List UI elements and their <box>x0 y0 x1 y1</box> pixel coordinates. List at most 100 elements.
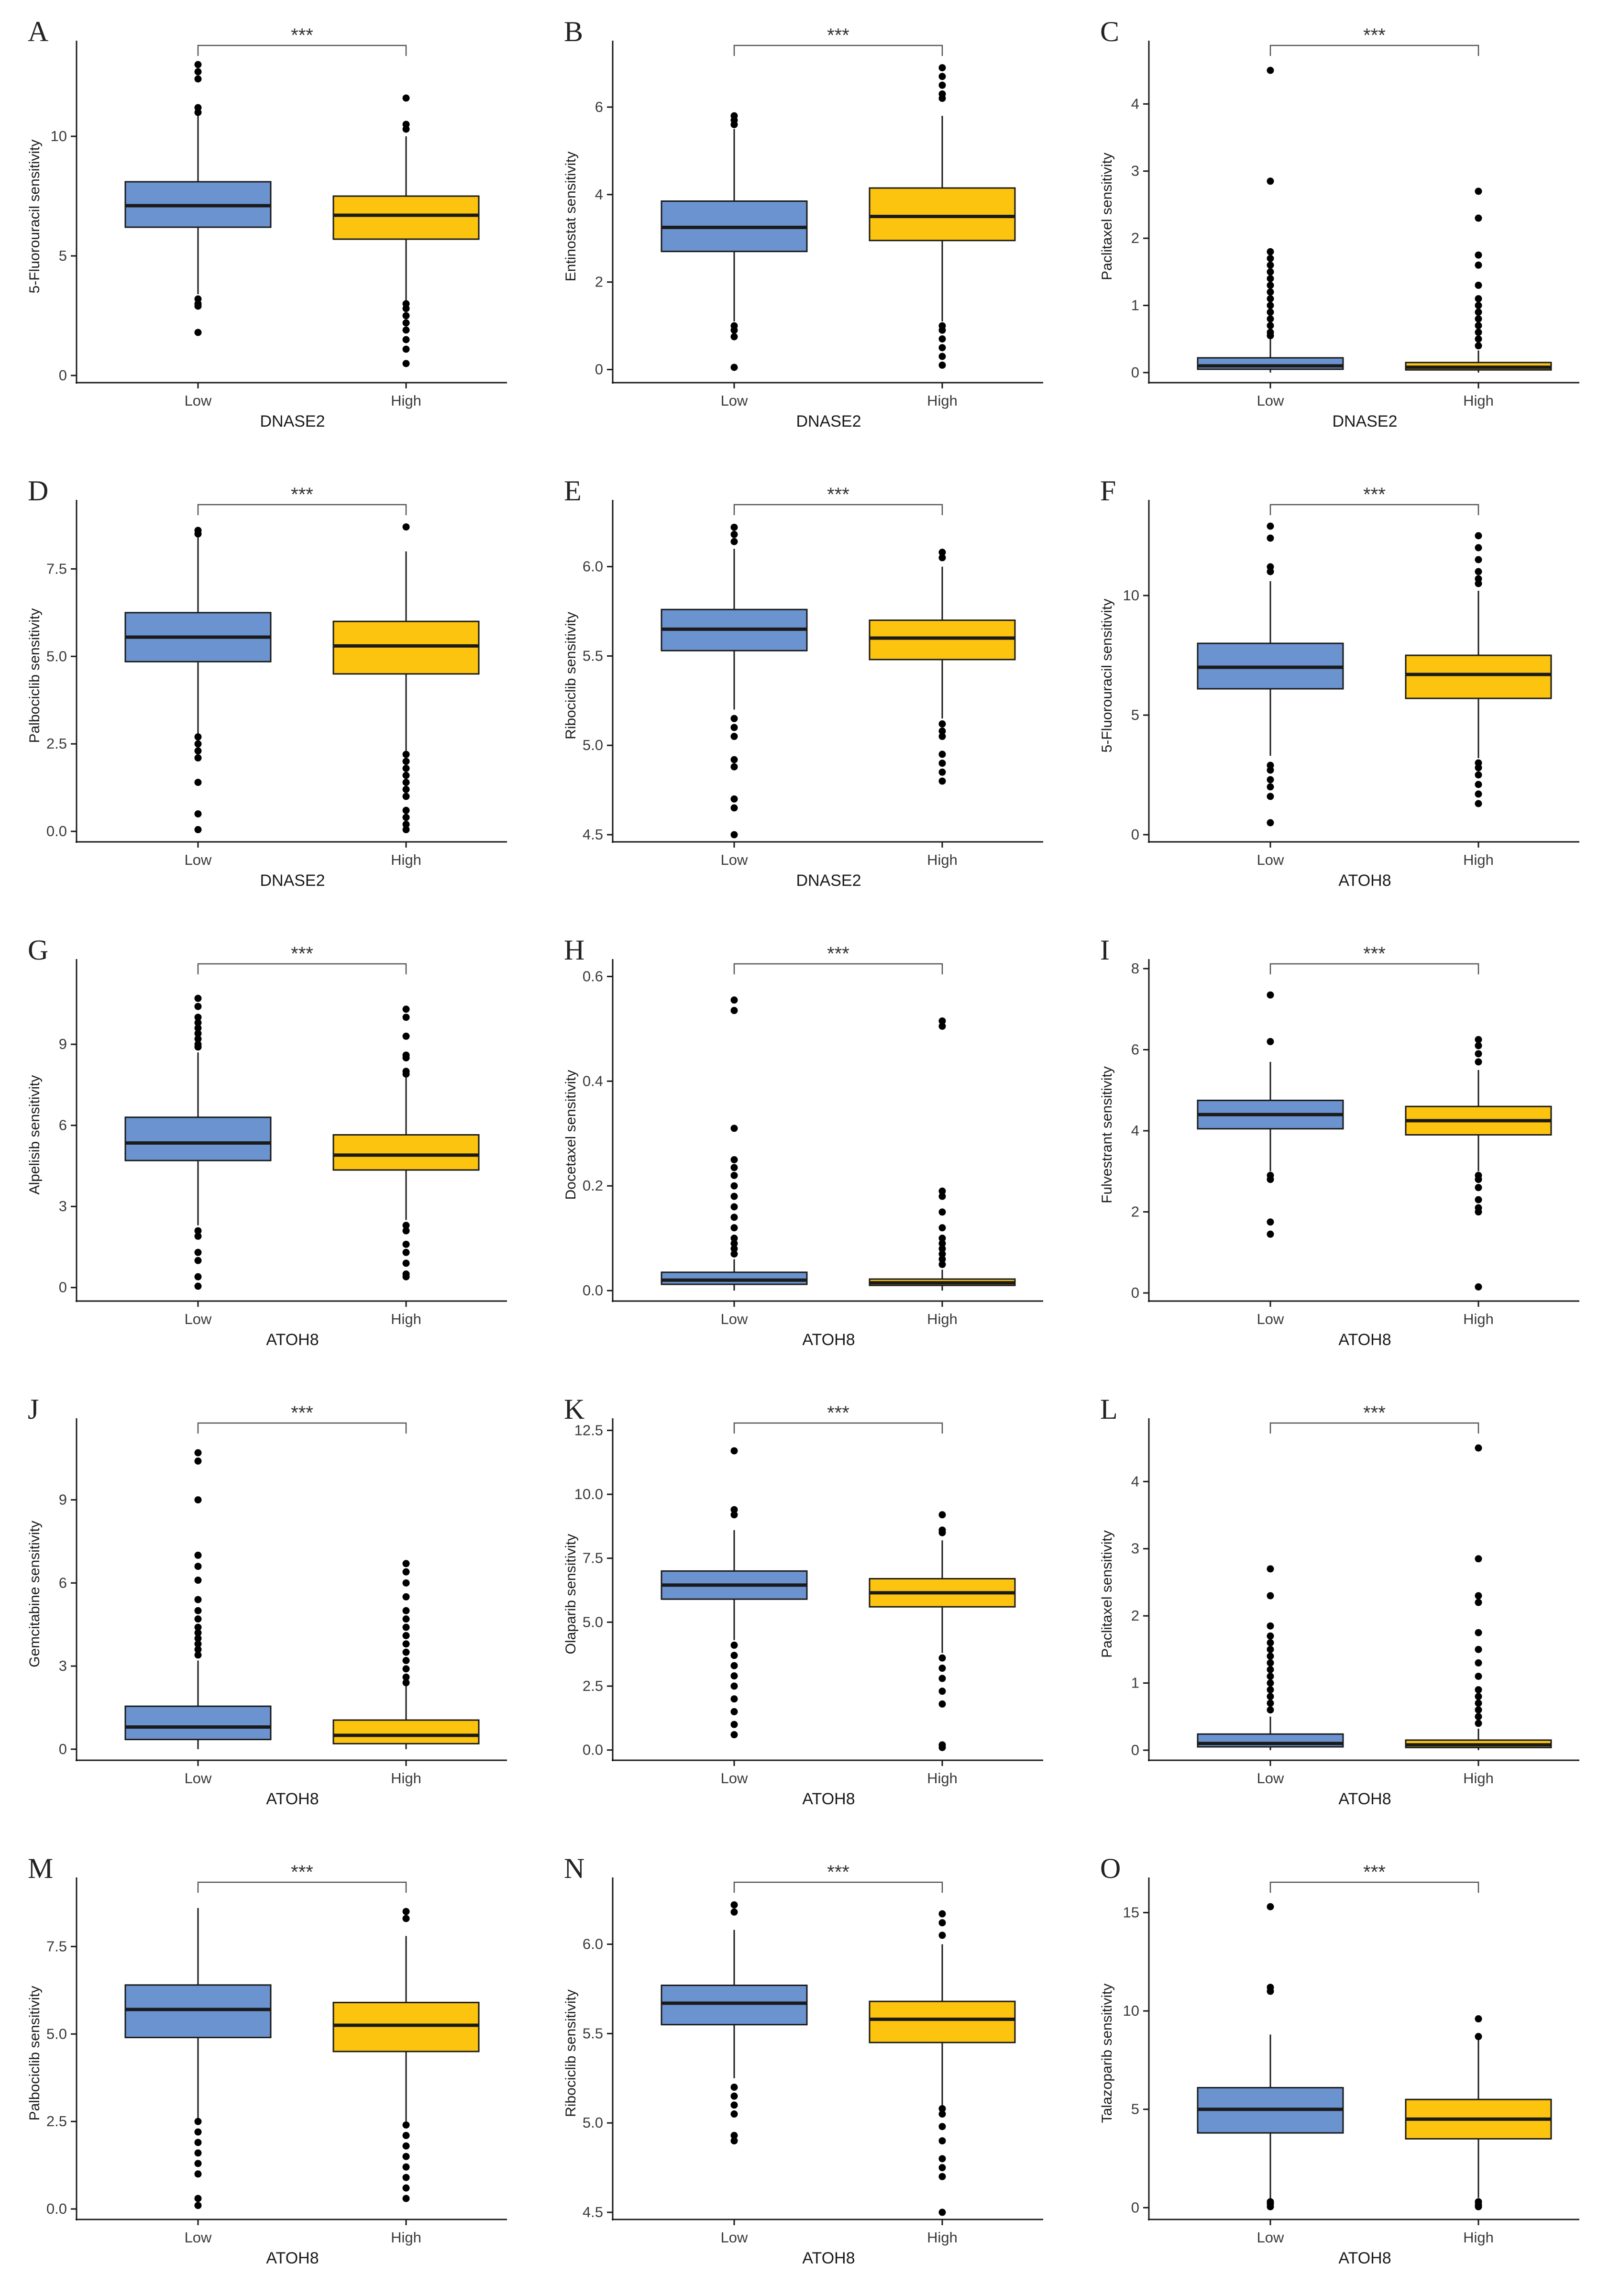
outlier-point <box>194 1282 202 1290</box>
outlier-point <box>402 2152 410 2160</box>
outlier-point <box>730 715 738 722</box>
y-tick-label: 5.0 <box>583 737 603 753</box>
outlier-point <box>730 763 738 771</box>
outlier-point <box>938 1250 946 1258</box>
iqr-box <box>869 619 1016 661</box>
y-tick-label: 3 <box>59 1198 67 1214</box>
outlier-point <box>194 1577 202 1584</box>
outlier-point <box>730 326 738 334</box>
boxplot-d: 0.0 2.5 5.0 7.5 Low High *** DNASE2 Palbociclib … <box>27 484 507 890</box>
significance-label: *** <box>1363 1862 1386 1883</box>
outlier-point <box>938 1688 946 1695</box>
outlier-point <box>1475 1720 1482 1727</box>
box-high <box>332 1005 480 1280</box>
y-tick-label: 2.5 <box>583 1678 603 1694</box>
y-tick-label: 2 <box>1131 1607 1139 1624</box>
outlier-point <box>938 1654 946 1662</box>
outlier-point <box>1267 1659 1274 1667</box>
outlier-point <box>1475 329 1482 336</box>
outlier-point <box>1475 568 1482 575</box>
outlier-point <box>730 1214 738 1221</box>
x-tick-label: High <box>927 2229 958 2246</box>
y-tick-label: 0.0 <box>46 2200 67 2217</box>
outlier-point <box>194 1248 202 1256</box>
outlier-point <box>730 1235 738 1242</box>
x-axis-title: DNASE2 <box>260 412 325 430</box>
outlier-point <box>194 1563 202 1570</box>
panel-letter: G <box>28 934 49 966</box>
y-tick-label: 2 <box>1131 1203 1139 1220</box>
outlier-point <box>1475 315 1482 323</box>
outlier-point <box>730 1731 738 1739</box>
outlier-point <box>1475 188 1482 195</box>
outlier-point <box>194 1615 202 1623</box>
outlier-point <box>402 1648 410 1656</box>
outlier-point <box>1267 302 1274 309</box>
box-high <box>869 549 1016 785</box>
outlier-point <box>730 364 738 371</box>
y-tick-label: 7.5 <box>46 1938 67 1954</box>
outlier-point <box>730 1447 738 1455</box>
y-tick-label: 3 <box>59 1657 67 1674</box>
outlier-point <box>730 1721 738 1728</box>
y-tick-label: 6.0 <box>583 1936 603 1953</box>
outlier-point <box>402 336 410 343</box>
outlier-point <box>938 2137 946 2145</box>
y-tick-label: 10.0 <box>574 1486 603 1502</box>
iqr-box <box>332 195 480 240</box>
outlier-point <box>1475 790 1482 798</box>
outlier-point <box>938 1187 946 1195</box>
outlier-point <box>194 810 202 817</box>
outlier-point <box>730 1506 738 1513</box>
y-axis-title: 5-Fluorouracil sensitivity <box>27 140 43 294</box>
panel-letter: L <box>1100 1393 1118 1425</box>
outlier-point <box>194 1645 202 1653</box>
y-tick-label: 1 <box>1131 1675 1139 1691</box>
outlier-point <box>1267 288 1274 296</box>
y-tick-label: 7.5 <box>583 1550 603 1567</box>
y-axis-title: Gemcitabine sensitivity <box>27 1521 43 1667</box>
significance-bracket <box>197 44 407 56</box>
outlier-point <box>402 125 410 133</box>
iqr-box <box>332 1134 480 1171</box>
outlier-point <box>938 1529 946 1536</box>
outlier-point <box>194 1457 202 1465</box>
panel-l: 0 1 2 3 4 Low High *** ATOH8 Paclitaxel sensitivi… <box>1072 1378 1609 1837</box>
outlier-point <box>402 806 410 814</box>
y-axis-title: 5-Fluorouracil sensitivity <box>1099 599 1115 753</box>
y-tick-label: 0.6 <box>583 968 603 984</box>
outlier-point <box>402 345 410 353</box>
outlier-point <box>1475 1196 1482 1203</box>
iqr-box <box>124 1705 272 1741</box>
outlier-point <box>730 733 738 740</box>
outlier-point <box>730 1192 738 1200</box>
outlier-point <box>1267 177 1274 185</box>
panel-i: 0 2 4 6 8 Low High *** ATOH8 Fulvestrant sensitiv… <box>1072 918 1609 1378</box>
outlier-point <box>402 764 410 772</box>
outlier-point <box>402 1908 410 1915</box>
outlier-point <box>194 1634 202 1642</box>
outlier-point <box>1475 556 1482 563</box>
boxplot-f: 0 5 10 Low High *** ATOH8 5-Fluorouracil sensit… <box>1099 484 1579 890</box>
panel-f: 0 5 10 Low High *** ATOH8 5-Fluorouracil sensit… <box>1072 459 1609 918</box>
significance-bracket <box>733 44 943 56</box>
outlier-point <box>194 2149 202 2157</box>
boxplot-k: 0.0 2.5 5.0 7.5 10.0 12.5 Low High *** ATOH8 Olapa… <box>563 1402 1043 1808</box>
iqr-box <box>124 1984 272 2039</box>
outlier-point <box>1475 342 1482 350</box>
box-high <box>1405 1444 1552 1750</box>
box-low <box>1197 1903 1344 2210</box>
outlier-point <box>1267 819 1274 827</box>
outlier-point <box>194 2128 202 2136</box>
x-tick-label: Low <box>1257 392 1284 409</box>
outlier-point <box>938 2173 946 2180</box>
outlier-point <box>1267 1622 1274 1630</box>
panel-letter: A <box>28 16 49 47</box>
outlier-point <box>938 1017 946 1025</box>
x-tick-label: Low <box>1257 1311 1284 1327</box>
y-tick-label: 10 <box>1123 587 1139 604</box>
panel-d: 0.0 2.5 5.0 7.5 Low High *** DNASE2 Palbociclib … <box>0 459 536 918</box>
outlier-point <box>194 1496 202 1504</box>
outlier-point <box>938 1240 946 1247</box>
